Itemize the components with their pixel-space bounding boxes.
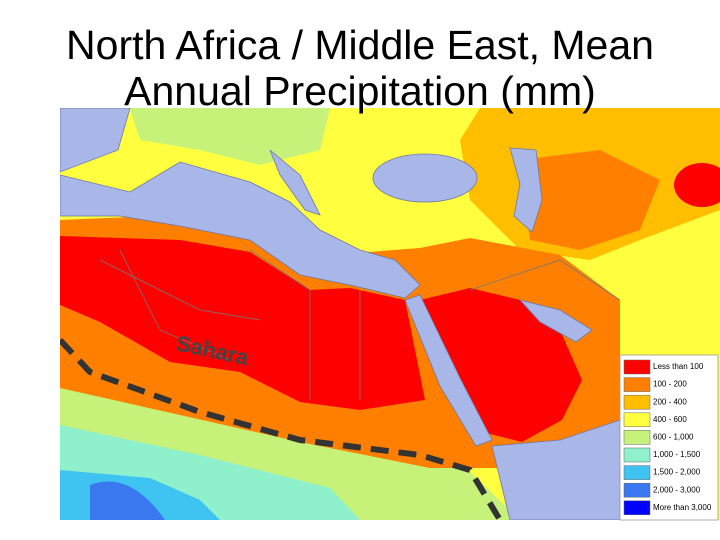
zone-orange-iran [520,150,660,250]
legend-swatch [623,394,651,410]
legend-swatch [623,465,651,480]
legend-swatch [623,359,651,375]
zone-green-north [130,108,330,165]
legend-label: Less than 100 [653,362,704,371]
border [469,259,621,301]
legend-label: 1,500 - 2,000 [653,468,701,477]
legend-swatch [623,500,651,516]
sea-atlantic [60,108,131,173]
legend-label: 600 - 1,000 [653,433,694,442]
map-area: Sahara [60,108,720,520]
legend-swatch [623,430,651,445]
title: North Africa / Middle East, Mean Annual … [0,22,720,114]
legend-label: 200 - 400 [653,397,687,406]
legend-swatch [623,377,651,392]
legend-label: 2,000 - 3,000 [653,485,701,494]
zone-red-east [674,163,720,207]
title-line: North Africa / Middle East, Mean [66,22,654,68]
sahel-boundary [60,337,503,520]
borders [99,249,621,400]
legend-swatch [623,412,651,428]
title-line: Annual Precipitation (mm) [124,68,596,114]
zone-blue [90,481,165,520]
border [99,259,261,321]
zone-red-sahara [60,236,425,410]
legend-label: More than 3,000 [653,503,712,512]
border [249,249,311,400]
legend-swatch [623,447,651,463]
legend-label: 1,000 - 1,500 [653,450,701,459]
legend: Less than 100 100 - 200 200 - 400 400 - 600… [619,354,719,521]
sea-mediterranean [60,161,421,299]
sea-red [404,294,493,447]
sea-black [372,153,478,203]
sea-adriatic [269,149,321,216]
legend-label: 100 - 200 [653,380,687,389]
legend-swatch [623,482,651,498]
legend-label: 400 - 600 [653,415,687,424]
sea-persian-gulf [518,299,593,343]
sea-caspian [509,147,543,233]
